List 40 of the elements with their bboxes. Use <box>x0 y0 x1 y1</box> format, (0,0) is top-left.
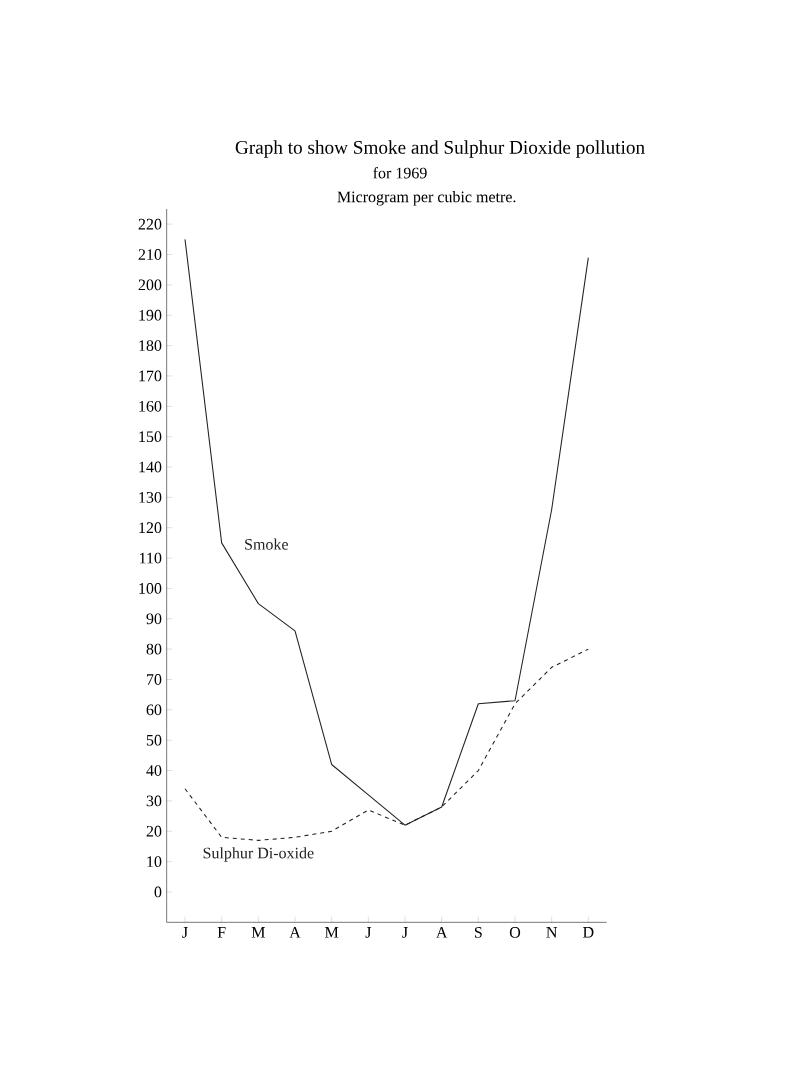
y-tick-label: 60 <box>146 704 162 716</box>
y-tick-label: 130 <box>139 491 162 503</box>
y-tick-label: 200 <box>138 279 162 291</box>
y-tick-label: 40 <box>146 765 162 776</box>
x-tick-label: O <box>509 927 521 938</box>
y-tick-label: 170 <box>139 370 162 382</box>
x-tick-label: S <box>474 927 482 938</box>
x-tick-label: N <box>546 927 558 938</box>
y-tick-label: 90 <box>146 613 162 625</box>
x-tick-label: M <box>325 927 339 938</box>
chart-title: Graph to show Smoke and Sulphur Dioxide pollution <box>235 140 645 158</box>
x-tick-label: J <box>182 927 188 938</box>
y-tick-label: 100 <box>139 583 162 594</box>
y-tick-label: 120 <box>139 522 162 534</box>
series-label: Sulphur Di-oxide <box>203 847 314 862</box>
y-tick-label: 80 <box>146 643 162 655</box>
y-tick-label: 180 <box>139 340 162 351</box>
y-tick-label: 70 <box>147 674 162 685</box>
y-tick-label: 140 <box>139 461 162 473</box>
y-tick-label: 10 <box>147 856 162 868</box>
x-tick-label: J <box>365 927 372 938</box>
x-tick-label: F <box>217 927 226 938</box>
x-tick-label: A <box>436 927 448 938</box>
y-tick-label: 160 <box>139 400 162 412</box>
y-tick-label: 220 <box>138 218 162 230</box>
y-tick-label: 110 <box>139 552 162 564</box>
y-tick-label: 190 <box>139 309 162 321</box>
y-tick-label: 50 <box>146 734 162 746</box>
y-tick-label: 0 <box>154 886 162 898</box>
y-tick-label: 150 <box>139 431 162 443</box>
chart-subtitle: for 1969 <box>373 167 427 179</box>
y-tick-label: 20 <box>146 825 162 837</box>
x-tick-label: J <box>402 927 408 938</box>
series-label: Smoke <box>245 538 288 550</box>
x-tick-label: M <box>251 927 265 938</box>
x-tick-label: D <box>583 927 594 938</box>
y-axis-title: Microgram per cubic metre. <box>337 191 516 206</box>
y-tick-label: 30 <box>146 795 162 807</box>
y-tick-label: 210 <box>138 249 162 260</box>
x-tick-label: A <box>289 927 301 938</box>
